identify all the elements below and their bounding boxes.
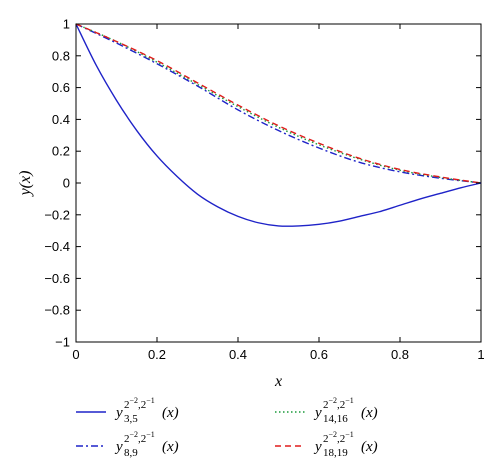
series-line-2	[75, 23, 482, 184]
x-axis-ticks: 0 0.2 0.4 0.6 0.8 1	[72, 24, 485, 362]
y-tick-label: 0.6	[52, 80, 70, 95]
legend-label-3: y14,162−2,2−1(x)	[313, 396, 378, 425]
x-tick-label: 0.2	[148, 347, 166, 362]
x-tick-label: 0.4	[229, 347, 247, 362]
y-tick-label: −0.8	[44, 303, 70, 318]
x-tick-label: 1	[477, 347, 484, 362]
y-axis-ticks: −1 −0.8 −0.6 −0.4 −0.2 0 0.2 0.4 0.6 0.8 1	[44, 17, 481, 350]
y-tick-label: 0.2	[52, 144, 70, 159]
series-lines	[75, 23, 482, 227]
x-axis-label: x	[274, 373, 282, 390]
series-line-4	[75, 23, 482, 184]
series-line-3	[75, 23, 482, 184]
y-tick-label: −1	[55, 335, 70, 350]
legend-label-1: y3,52−2,2−1(x)	[114, 396, 179, 425]
y-tick-label: −0.4	[44, 239, 70, 254]
y-tick-label: −0.2	[44, 207, 70, 222]
legend-label-2: y8,92−2,2−1(x)	[114, 430, 179, 459]
y-axis-label: y(x)	[17, 171, 34, 198]
y-tick-label: 1	[63, 17, 70, 32]
legend-label-4: y18,192−2,2−1(x)	[313, 430, 378, 459]
x-tick-label: 0.6	[310, 347, 328, 362]
y-tick-label: 0.4	[52, 112, 70, 127]
legend: y3,52−2,2−1(x) y8,92−2,2−1(x) y14,162−2,2−…	[76, 396, 378, 459]
y-tick-label: −0.6	[44, 271, 70, 286]
y-tick-label: 0	[63, 176, 70, 191]
series-line-1	[75, 23, 482, 227]
x-tick-label: 0.8	[391, 347, 409, 362]
plot-area-frame	[75, 23, 482, 343]
x-tick-label: 0	[72, 347, 79, 362]
y-tick-label: 0.8	[52, 48, 70, 63]
